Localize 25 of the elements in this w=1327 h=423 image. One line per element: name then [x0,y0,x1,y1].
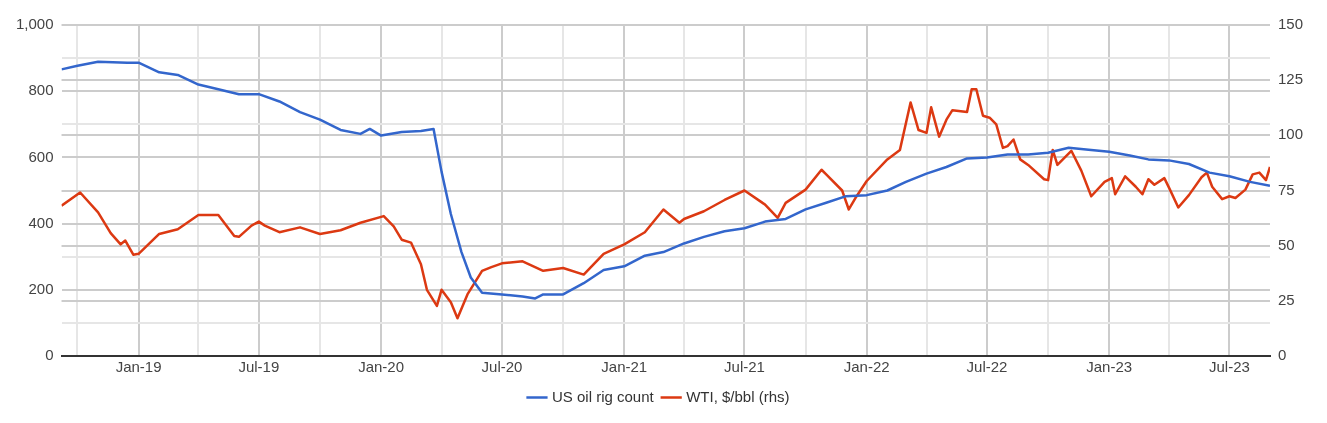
y2-tick-label: 0 [1277,346,1287,364]
y2-tick-label: 100 [1277,125,1303,143]
y-tick-label: 0 [45,346,54,364]
y-tick-label: 600 [28,147,54,165]
x-tick-label: Jan-22 [843,358,890,376]
y-tick-label: 800 [28,81,54,99]
x-tick-label: Jan-20 [358,358,405,376]
legend-label: US oil rig count [551,387,655,405]
x-tick-label: Jan-23 [1086,358,1133,376]
x-tick-label: Jul-20 [481,358,523,376]
x-tick-label: Jan-21 [601,358,648,376]
y-tick-label: 200 [28,279,54,297]
y-tick-label: 400 [28,213,54,231]
x-tick-label: Jul-23 [1209,358,1250,376]
x-tick-label: Jul-19 [238,358,280,376]
y-tick-label: 1,000 [15,15,54,33]
x-tick-label: Jul-22 [966,358,1008,376]
y2-tick-label: 150 [1277,15,1303,33]
legend-label: WTI, $/bbl (rhs) [686,387,790,405]
y2-tick-label: 125 [1277,70,1303,88]
x-tick-label: Jul-21 [724,358,765,376]
y2-tick-label: 50 [1277,235,1295,253]
y2-tick-label: 25 [1277,290,1295,308]
y2-tick-label: 75 [1277,180,1295,198]
x-tick-label: Jan-19 [115,358,162,376]
